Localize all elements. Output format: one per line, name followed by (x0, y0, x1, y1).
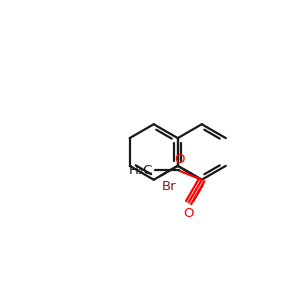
Text: O: O (183, 206, 194, 220)
Text: Br: Br (162, 179, 176, 193)
Text: H₃C: H₃C (129, 164, 153, 177)
Text: O: O (174, 154, 185, 166)
